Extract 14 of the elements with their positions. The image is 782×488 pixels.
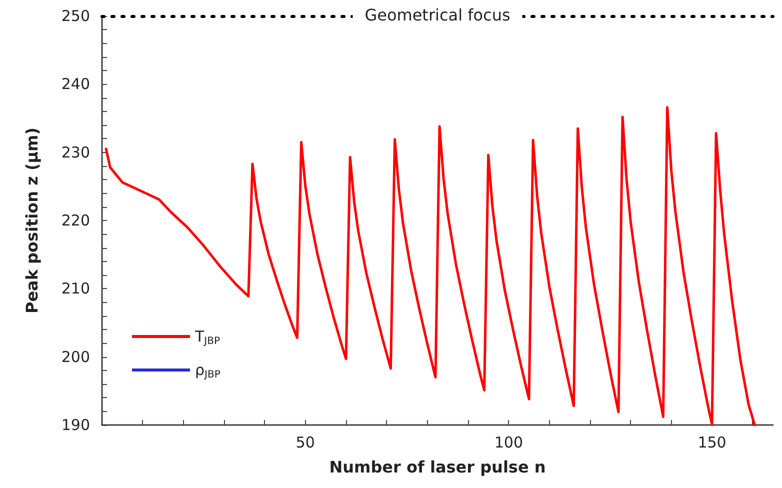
x-tick-label: 150 xyxy=(698,434,726,452)
y-tick-label: 220 xyxy=(61,212,90,230)
y-axis-title: Peak position z (μm) xyxy=(22,127,42,314)
y-tick-label: 190 xyxy=(61,416,90,434)
y-tick-label: 210 xyxy=(61,280,90,298)
y-tick-label: 200 xyxy=(61,348,90,366)
y-tick-label: 250 xyxy=(61,7,90,25)
x-axis-title: Number of laser pulse n xyxy=(329,458,546,476)
x-tick-label: 50 xyxy=(296,434,315,452)
ref-line-label: Geometrical focus xyxy=(364,6,510,24)
y-tick-label: 230 xyxy=(61,143,90,162)
line-series xyxy=(104,106,756,426)
y-tick-label: 240 xyxy=(61,75,90,94)
x-tick-label: 100 xyxy=(494,434,523,452)
